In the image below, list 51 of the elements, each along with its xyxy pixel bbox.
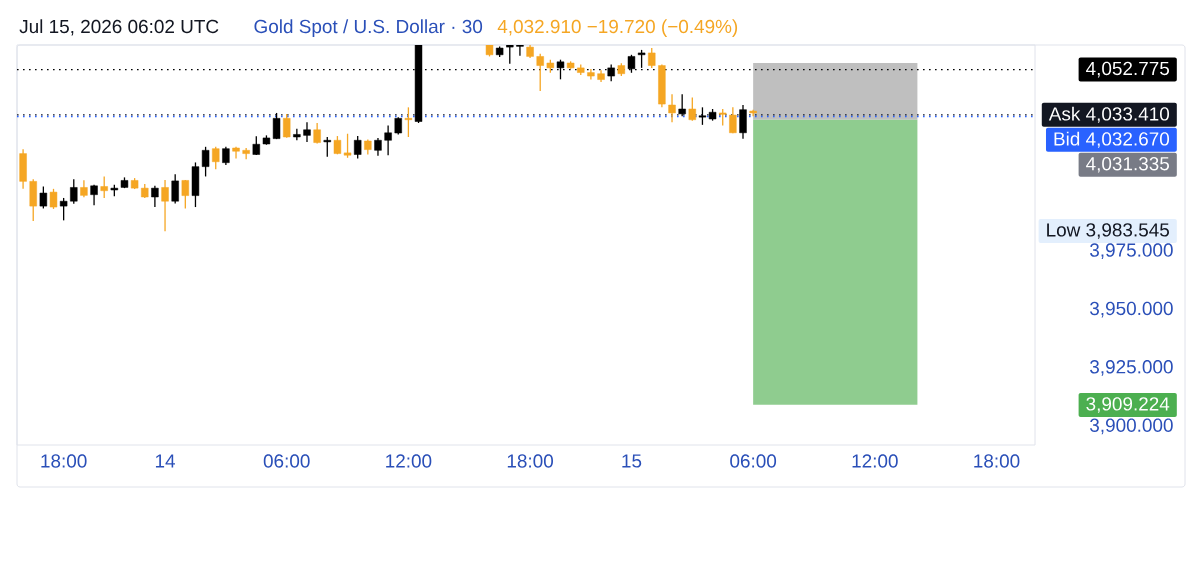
x-tick-label: 06:00 <box>730 454 777 468</box>
text: 3,909.224 <box>1086 397 1170 413</box>
candlestick <box>212 146 220 170</box>
candlestick <box>668 93 676 123</box>
x-tick-label: 12:00 <box>386 454 432 468</box>
y-tick-label: 3,925.000 <box>1090 360 1173 376</box>
text: 4,031.335 <box>1086 156 1170 173</box>
candlestick <box>303 121 311 143</box>
text: Low 3,983.545 <box>1047 223 1169 239</box>
x-tick-label: 06:00 <box>263 454 310 468</box>
candlestick <box>516 44 524 57</box>
y-tick-label: 3,900.000 <box>1090 418 1173 435</box>
chart-title: Gold Spot / U.S. Dollar · 30 <box>254 19 483 37</box>
candlestick <box>536 52 544 92</box>
chart-subtitle: 4,032.910 −19.720 (−0.49%) <box>497 19 738 37</box>
candlestick <box>171 173 179 205</box>
candlestick <box>739 104 747 140</box>
candlestick <box>59 197 68 222</box>
text: Jul 15, 2026 06:02 UTC <box>19 19 219 36</box>
y-tick-label: 3,975.000 <box>1090 243 1173 259</box>
candlestick <box>70 178 78 205</box>
candlestick <box>283 113 291 139</box>
candlestick <box>161 179 169 232</box>
candlestick <box>323 136 331 158</box>
candlestick <box>729 106 737 134</box>
x-tick-label: 14 <box>155 454 176 468</box>
ref-line-label: Ask 4,033.410 <box>1048 106 1170 123</box>
candlestick <box>151 185 159 208</box>
ref-line-label: Bid 4,032.670 <box>1054 131 1170 148</box>
candlestick <box>313 122 321 145</box>
candlestick <box>648 47 656 69</box>
candlestick <box>252 135 260 156</box>
candlestick <box>100 175 108 199</box>
x-tick-label: 18:00 <box>507 454 553 468</box>
candlestick <box>678 93 686 117</box>
candlestick <box>181 179 190 210</box>
candlestick <box>688 96 696 122</box>
candlestick <box>49 188 58 210</box>
x-tick-label: 18:00 <box>41 454 87 468</box>
candlestick <box>39 185 48 210</box>
candlestick <box>201 146 210 178</box>
x-tick-label: 15 <box>622 454 642 468</box>
candlestick <box>222 146 230 166</box>
candlestick <box>293 128 301 141</box>
candlestick <box>404 106 413 138</box>
candlestick <box>384 124 392 156</box>
ref-line-label: 4,052.775 <box>1086 61 1170 78</box>
y-tick-label: 3,950.000 <box>1090 301 1173 318</box>
x-tick-label: 12:00 <box>852 454 898 468</box>
x-tick-label: 18:00 <box>974 454 1020 468</box>
candlestick <box>354 135 362 160</box>
